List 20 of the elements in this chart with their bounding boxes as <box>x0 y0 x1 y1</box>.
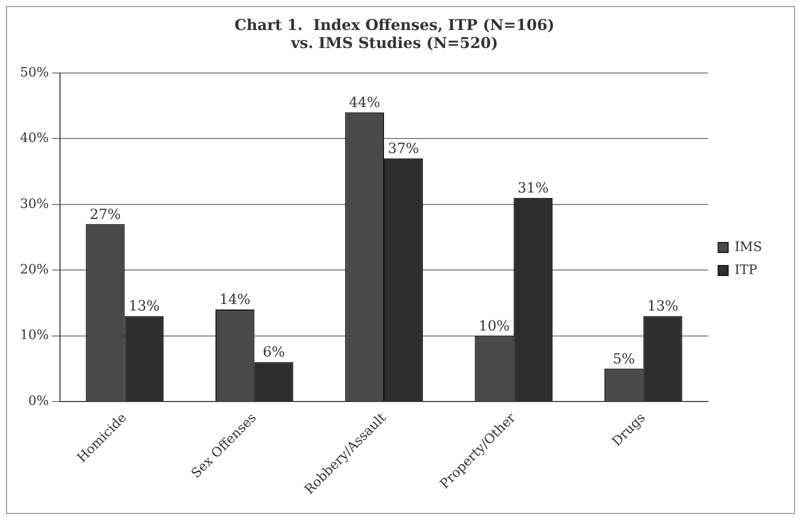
legend-label: ITP <box>734 262 758 278</box>
data-label: 31% <box>518 180 549 196</box>
text: Chart 1. Index Offenses, ITP (N=106) <box>234 16 555 34</box>
data-label: 14% <box>219 292 250 308</box>
legend-label: IMS <box>734 240 762 255</box>
text: vs. IMS Studies (N=520) <box>290 34 498 52</box>
y-tick-label: 0% <box>28 394 49 409</box>
data-label: 5% <box>612 351 635 368</box>
y-tick-label: 30% <box>20 196 49 212</box>
data-label: 27% <box>90 206 121 223</box>
data-label: 44% <box>349 95 380 112</box>
data-label: 10% <box>478 318 510 334</box>
y-tick-label: 20% <box>20 262 49 278</box>
data-label: 37% <box>388 141 420 158</box>
data-label: 6% <box>262 344 285 361</box>
y-tick-label: 50% <box>20 65 49 80</box>
data-label: 13% <box>647 298 678 315</box>
y-tick-label: 10% <box>20 328 49 344</box>
data-label: 13% <box>128 298 160 315</box>
y-tick-label: 40% <box>20 131 49 146</box>
